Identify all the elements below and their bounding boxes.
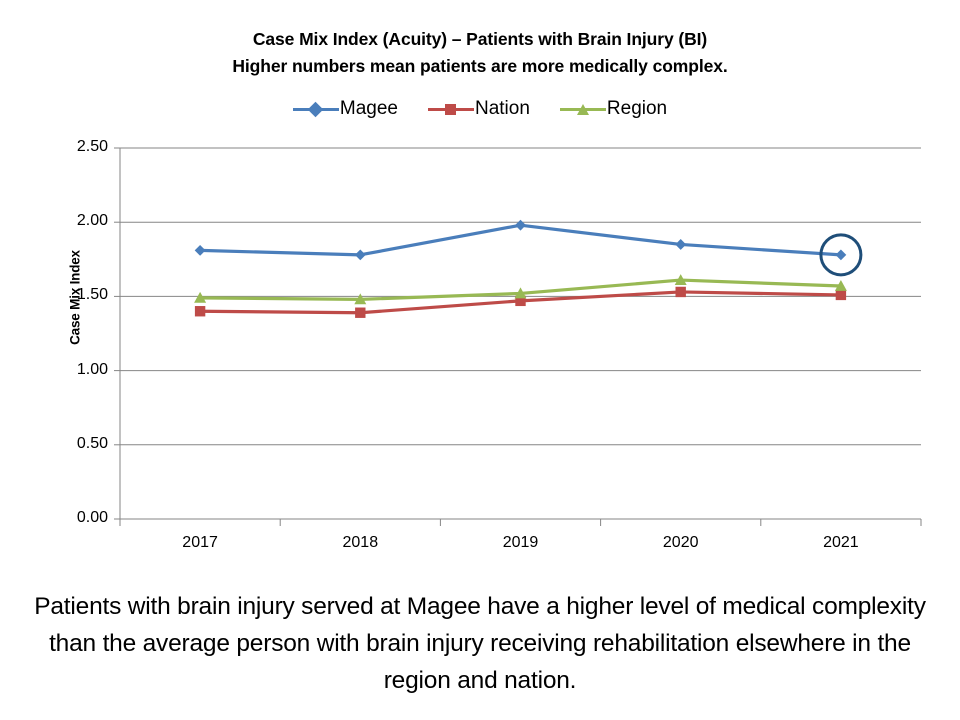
chart-plot-area: Case Mix Index 0.00 0.50 1.00 1.50 2.00 2.50 2… [68, 138, 922, 551]
chart-title-line-2: Higher numbers mean patients are more me… [232, 56, 728, 76]
legend-swatch-region [559, 100, 606, 118]
x-axis-label-2018: 2018 [342, 534, 379, 551]
data-point-magee-2019 [515, 219, 526, 231]
data-point-magee-2018 [354, 249, 366, 261]
chart-title-block: Case Mix Index (Acuity) – Patients with … [0, 26, 960, 80]
legend-swatch-nation [427, 100, 474, 118]
y-axis-label-1.00: 1.00 [76, 360, 108, 378]
legend-label-magee: Magee [339, 98, 398, 119]
legend-label-nation: Nation [474, 98, 530, 119]
x-axis-label-2019: 2019 [502, 534, 539, 551]
data-point-region-2017 [194, 291, 207, 303]
triangle-marker-icon [576, 103, 589, 115]
data-point-region-2018 [354, 293, 367, 305]
legend-item-region[interactable]: Region [559, 98, 668, 119]
data-point-nation-2020 [675, 286, 686, 298]
chart-legend: Magee Nation Region [0, 99, 960, 118]
data-point-region-2019 [514, 287, 527, 299]
data-point-magee-2017 [194, 245, 206, 256]
y-axis-label-2.50: 2.50 [76, 138, 108, 155]
y-axis-label-2.00: 2.00 [76, 212, 108, 230]
chart-canvas [114, 147, 922, 526]
legend-swatch-magee [292, 100, 339, 118]
x-axis-label-2021: 2021 [823, 534, 859, 551]
y-axis-label-1.50: 1.50 [76, 286, 108, 304]
data-point-nation-2021 [835, 289, 847, 301]
data-point-region-2020 [674, 274, 687, 285]
chart-title-line-1: Case Mix Index (Acuity) – Patients with … [252, 29, 708, 49]
x-axis-label-2017: 2017 [182, 534, 218, 551]
square-marker-icon [444, 103, 456, 115]
y-axis-label-0.50: 0.50 [76, 434, 108, 452]
chart-caption: Patients with brain injury served at Mag… [34, 593, 926, 694]
data-point-magee-2020 [675, 239, 687, 250]
y-axis-label-0.00: 0.00 [76, 509, 108, 526]
legend-item-nation[interactable]: Nation [427, 98, 530, 119]
legend-label-region: Region [606, 98, 668, 119]
data-point-nation-2017 [194, 306, 206, 317]
data-point-region-2021 [834, 280, 847, 291]
x-axis-label-2020: 2020 [662, 534, 699, 551]
data-point-nation-2018 [355, 307, 366, 318]
legend-item-magee[interactable]: Magee [292, 98, 398, 119]
annotation-circle [819, 233, 863, 277]
data-point-magee-2021 [835, 249, 847, 261]
data-point-nation-2019 [515, 295, 526, 307]
